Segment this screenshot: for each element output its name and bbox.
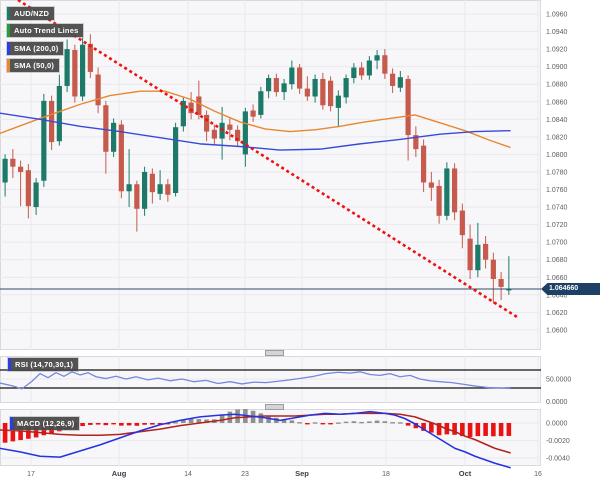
rsi-layer bbox=[0, 369, 541, 390]
sma200-label: SMA (200,0) bbox=[14, 44, 59, 53]
svg-text:14: 14 bbox=[184, 471, 192, 478]
svg-text:1.0820: 1.0820 bbox=[546, 134, 568, 141]
svg-text:1.0780: 1.0780 bbox=[546, 169, 568, 176]
svg-text:23: 23 bbox=[241, 471, 249, 478]
legend-chip-rsi[interactable]: RSI (14,70,30,1) bbox=[8, 358, 79, 371]
trend-label: Auto Trend Lines bbox=[14, 26, 79, 35]
svg-text:1.0600: 1.0600 bbox=[546, 327, 568, 334]
rsi-axis-0: 0.0000 bbox=[546, 399, 568, 406]
legend-chip-symbol[interactable]: AUD/NZD bbox=[7, 7, 55, 20]
last-price-tag: 1.064660 bbox=[541, 283, 600, 295]
legend-chip-sma50[interactable]: SMA (50,0) bbox=[7, 59, 60, 72]
moving-averages-layer bbox=[0, 90, 511, 151]
svg-text:1.0960: 1.0960 bbox=[546, 12, 568, 19]
svg-text:1.0920: 1.0920 bbox=[546, 47, 568, 54]
svg-text:Aug: Aug bbox=[112, 469, 127, 478]
svg-text:17: 17 bbox=[27, 471, 35, 478]
svg-text:1.0620: 1.0620 bbox=[546, 310, 568, 317]
svg-text:1.0640: 1.0640 bbox=[546, 292, 568, 299]
svg-text:0.0000: 0.0000 bbox=[546, 421, 568, 428]
sma50-series-color bbox=[7, 59, 10, 72]
svg-text:1.0900: 1.0900 bbox=[546, 64, 568, 71]
svg-text:1.0740: 1.0740 bbox=[546, 205, 568, 212]
legend-chip-sma200[interactable]: SMA (200,0) bbox=[7, 42, 64, 55]
svg-text:1.0660: 1.0660 bbox=[546, 275, 568, 282]
svg-text:Oct: Oct bbox=[459, 469, 472, 478]
svg-text:1.0720: 1.0720 bbox=[546, 222, 568, 229]
panel-resize-handle-macd[interactable] bbox=[265, 404, 284, 410]
symbol-label: AUD/NZD bbox=[14, 9, 50, 18]
legend-chip-macd[interactable]: MACD (12,26,9) bbox=[10, 417, 80, 430]
rsi-label: RSI (14,70,30,1) bbox=[15, 360, 74, 369]
rsi-axis-50: 50.0000 bbox=[546, 377, 571, 384]
macd-label: MACD (12,26,9) bbox=[17, 419, 75, 428]
svg-text:1.0760: 1.0760 bbox=[546, 187, 568, 194]
svg-text:1.0700: 1.0700 bbox=[546, 240, 568, 247]
svg-text:1.0680: 1.0680 bbox=[546, 257, 568, 264]
legend-chip-auto-trend-lines[interactable]: Auto Trend Lines bbox=[7, 24, 84, 37]
sma50-label: SMA (50,0) bbox=[14, 61, 55, 70]
svg-text:1.0800: 1.0800 bbox=[546, 152, 568, 159]
price-gridlines: 1.0960 1.0940 1.0920 1.0900 1.0880 1.0860 1.08… bbox=[0, 12, 568, 334]
svg-text:16: 16 bbox=[534, 471, 542, 478]
svg-text:1.0880: 1.0880 bbox=[546, 82, 568, 89]
svg-text:18: 18 bbox=[382, 471, 390, 478]
svg-text:-0.0020: -0.0020 bbox=[546, 438, 570, 445]
svg-text:1.0840: 1.0840 bbox=[546, 117, 568, 124]
trend-series-color bbox=[7, 24, 10, 37]
svg-text:1.0940: 1.0940 bbox=[546, 29, 568, 36]
svg-text:Sep: Sep bbox=[295, 469, 309, 478]
svg-text:-0.0040: -0.0040 bbox=[546, 456, 570, 463]
symbol-series-color bbox=[7, 7, 10, 20]
svg-text:1.0860: 1.0860 bbox=[546, 99, 568, 106]
rsi-series-color bbox=[8, 358, 11, 371]
panel-resize-handle-rsi[interactable] bbox=[265, 350, 284, 356]
macd-layer bbox=[0, 409, 541, 469]
macd-series-color bbox=[10, 417, 13, 430]
sma200-series-color bbox=[7, 42, 10, 55]
auto-trend-line bbox=[17, 0, 519, 319]
candles-layer bbox=[2, 34, 512, 304]
